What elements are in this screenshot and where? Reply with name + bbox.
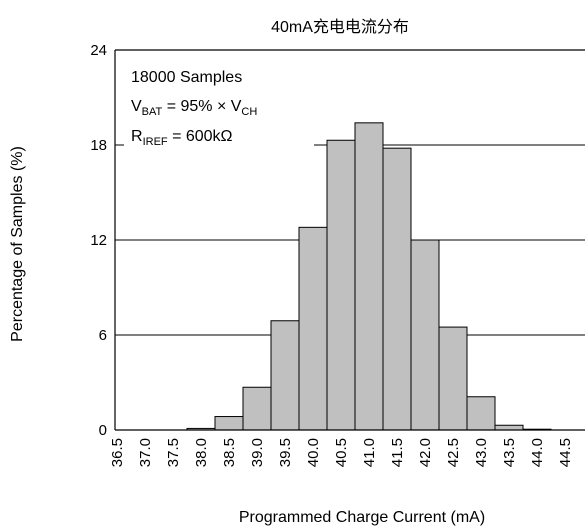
bar-38.5 [214,416,244,431]
bar-43.0 [466,396,496,431]
x-tick-label: 37.0 [137,438,154,467]
bars [186,122,552,431]
bar-42.5 [438,326,468,431]
x-tick-label: 41.0 [361,438,378,467]
x-tick-label: 39.5 [277,438,294,467]
x-tick-label: 40.5 [333,438,350,467]
y-tick-label: 18 [90,137,107,154]
x-axis-title: Programmed Charge Current (mA) [239,509,485,526]
bar-41.0 [354,122,384,431]
axes [114,49,585,431]
x-tick-label: 38.5 [221,438,238,467]
y-tick-label: 24 [90,42,107,59]
y-axis-title: Percentage of Samples (%) [9,146,26,342]
bar-39.5 [270,320,300,431]
annotation-background [124,58,314,154]
x-tick-label: 40.0 [305,438,322,467]
y-tick-labels: 0 6 12 18 24 [90,42,107,439]
x-tick-label: 37.5 [165,438,182,467]
x-tick-label: 44.5 [557,438,574,467]
annotation-box: 18000 Samples VBAT = 95% × VCH RIREF = 6… [124,58,314,154]
y-tick-label: 0 [99,422,107,439]
x-tick-label: 36.5 [109,438,126,467]
annotation-samples: 18000 Samples [131,69,242,86]
x-tick-label: 41.5 [389,438,406,467]
x-tick-label: 39.0 [249,438,266,467]
x-tick-label: 43.5 [501,438,518,467]
bar-40.0 [298,226,328,431]
x-tick-label: 43.0 [473,438,490,467]
chart-title: 40mA充电电流分布 [271,18,409,36]
x-tick-label: 42.5 [445,438,462,467]
annotation-vbat: VBAT = 95% × VCH [131,98,257,118]
bar-41.5 [382,147,412,431]
bar-39.0 [242,386,272,431]
bar-43.5 [494,424,524,431]
x-tick-label: 42.0 [417,438,434,467]
x-tick-label: 38.0 [193,438,210,467]
y-tick-label: 12 [90,232,107,249]
bar-40.5 [326,139,356,431]
x-tick-labels: 36.5 37.0 37.5 38.0 38.5 39.0 39.5 40.0 40.5 41.0… [109,438,574,467]
x-tick-label: 44.0 [529,438,546,467]
annotation-riref: RIREF = 600kΩ [131,128,233,148]
y-tick-label: 6 [99,327,107,344]
bar-42.0 [410,239,440,431]
